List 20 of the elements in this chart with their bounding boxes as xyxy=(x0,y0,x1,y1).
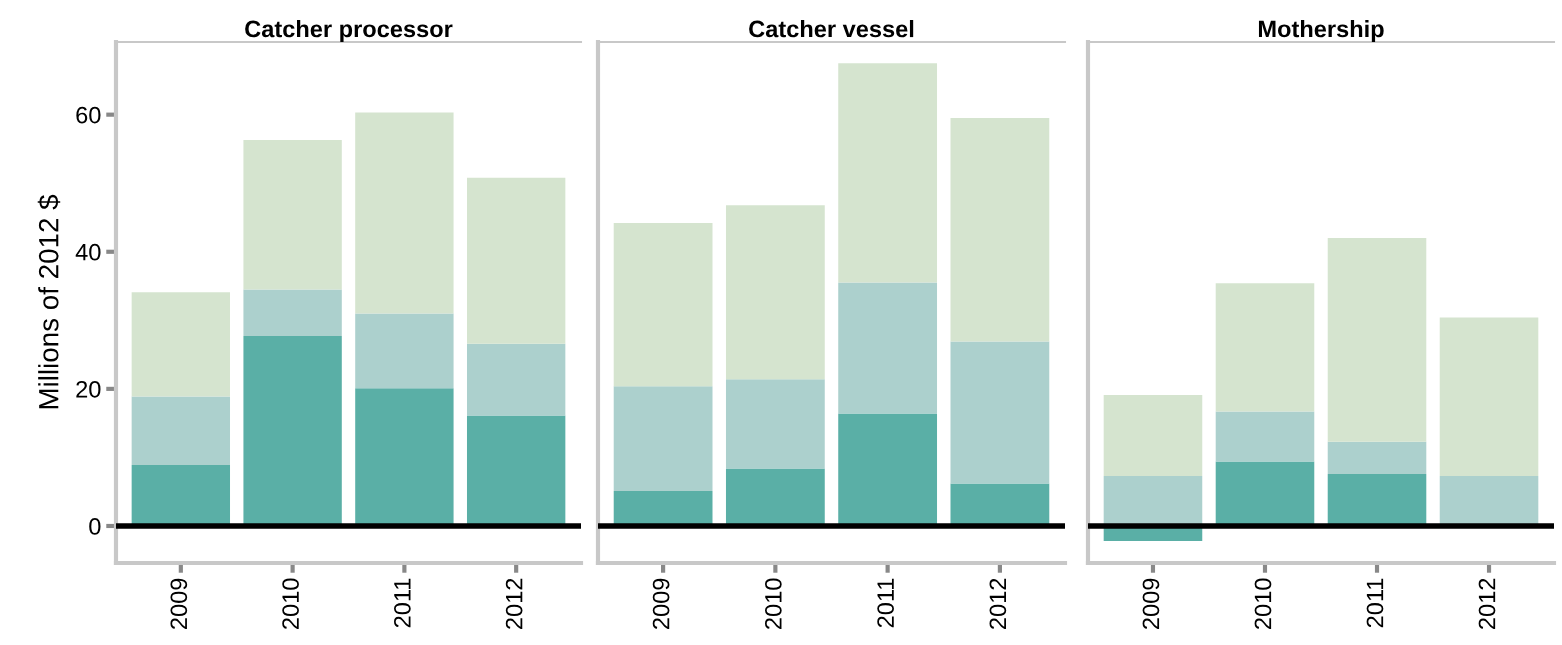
y-tick-label: 0 xyxy=(89,518,101,535)
x-tick-label: 2012 xyxy=(505,578,523,629)
x-tick-label: 2009 xyxy=(652,578,670,629)
x-tick-label: 2012 xyxy=(989,578,1007,629)
y-axis-title: Millions of 2012 $ xyxy=(37,194,61,409)
x-tick-label: 2010 xyxy=(1254,578,1272,629)
chart-title: Catcher processor xyxy=(245,19,453,42)
x-tick-label: 2012 xyxy=(1478,578,1496,629)
y-tick-label: 60 xyxy=(76,106,101,124)
chart-title: Catcher vessel xyxy=(749,19,914,38)
x-tick-label: 2011 xyxy=(394,578,411,628)
y-tick-label: 20 xyxy=(76,380,101,398)
x-tick-label: 2009 xyxy=(1142,578,1160,629)
x-tick-label: 2011 xyxy=(877,578,894,628)
x-tick-label: 2010 xyxy=(764,578,782,629)
chart-title: Mothership xyxy=(1258,19,1384,42)
x-tick-label: 2009 xyxy=(170,578,188,629)
x-tick-label: 2011 xyxy=(1366,578,1384,628)
y-tick-label: 40 xyxy=(75,243,101,261)
x-tick-label: 2010 xyxy=(282,578,299,629)
